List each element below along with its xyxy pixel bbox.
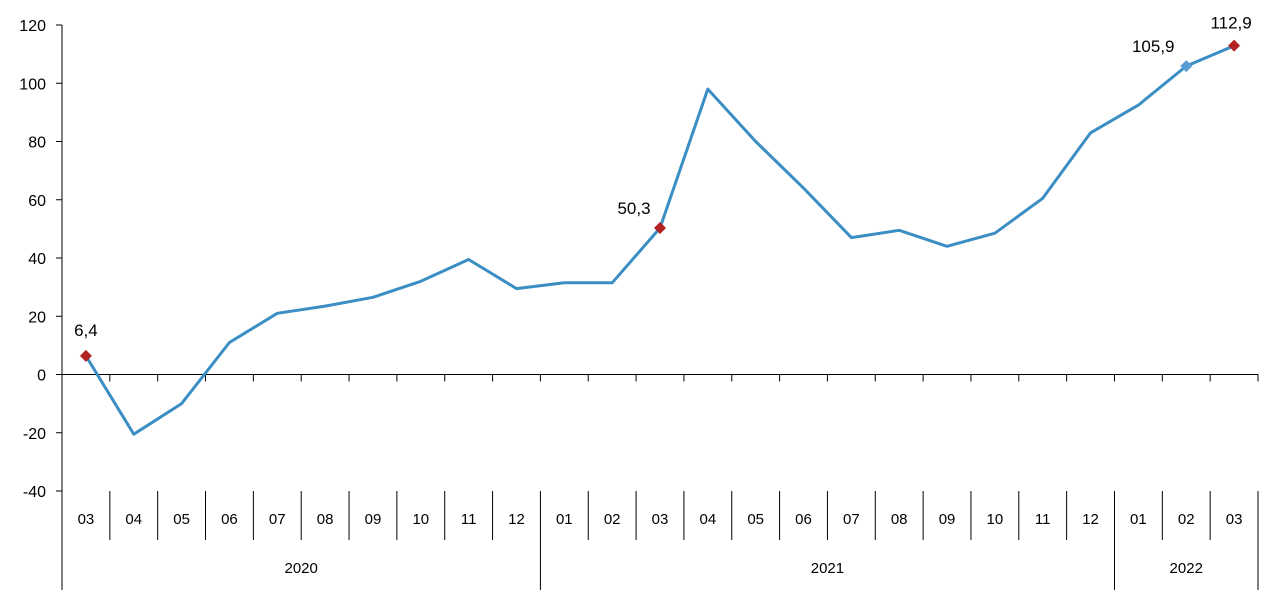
series-line bbox=[84, 44, 1235, 436]
x-category-label: 10 bbox=[412, 511, 429, 528]
y-tick-label: 20 bbox=[28, 309, 46, 326]
year-label: 2020 bbox=[285, 560, 318, 577]
data-label: 105,9 bbox=[1132, 37, 1175, 56]
x-category-label: 10 bbox=[987, 511, 1004, 528]
x-category-label: 08 bbox=[317, 511, 334, 528]
y-tick-label: 0 bbox=[37, 368, 46, 385]
x-category-label: 05 bbox=[747, 511, 764, 528]
x-category-label: 08 bbox=[891, 511, 908, 528]
y-tick-label: 120 bbox=[19, 18, 46, 35]
y-tick-label: -40 bbox=[23, 484, 46, 501]
data-label: 6,4 bbox=[74, 321, 98, 340]
x-category-label: 09 bbox=[939, 511, 956, 528]
x-category-label: 04 bbox=[699, 511, 716, 528]
x-category-label: 09 bbox=[365, 511, 382, 528]
data-label: 50,3 bbox=[617, 199, 650, 218]
y-tick-label: 80 bbox=[28, 135, 46, 152]
x-category-label: 12 bbox=[508, 511, 525, 528]
x-category-label: 06 bbox=[221, 511, 238, 528]
x-category-label: 11 bbox=[1035, 511, 1051, 528]
x-category-label: 05 bbox=[173, 511, 190, 528]
x-category-label: 02 bbox=[1178, 511, 1195, 528]
x-category-label: 11 bbox=[461, 511, 477, 528]
y-tick-label: -20 bbox=[23, 426, 46, 443]
data-marker bbox=[654, 222, 666, 235]
data-label: 112,9 bbox=[1210, 14, 1251, 33]
data-marker bbox=[79, 349, 92, 362]
marker-layer: 6,4 50,3 105,9 112,9 bbox=[74, 14, 1252, 362]
x-category-label: 04 bbox=[125, 511, 142, 528]
x-category-label: 12 bbox=[1082, 511, 1099, 528]
y-tick-label: 40 bbox=[28, 251, 46, 268]
x-category-label: 01 bbox=[556, 511, 573, 528]
x-category-label: 02 bbox=[604, 511, 621, 528]
data-marker bbox=[1228, 39, 1241, 52]
x-category-label: 01 bbox=[1130, 511, 1147, 528]
x-axis: 03 04 05 06 07 08 09 10 11 12 01 02 03 04 05 06 07 08 09 10… bbox=[61, 374, 1259, 590]
x-category-label: 03 bbox=[78, 511, 95, 528]
year-label: 2022 bbox=[1170, 560, 1203, 577]
x-category-label: 03 bbox=[1226, 511, 1243, 528]
y-axis: -40 -20 0 20 40 60 80 100 120 bbox=[19, 18, 63, 501]
series-layer bbox=[84, 44, 1235, 436]
x-category-label: 06 bbox=[795, 511, 812, 528]
year-label: 2021 bbox=[811, 560, 844, 577]
x-category-label: 03 bbox=[652, 511, 669, 528]
y-tick-label: 100 bbox=[19, 76, 46, 93]
data-marker bbox=[1180, 60, 1193, 73]
y-tick-label: 60 bbox=[28, 193, 46, 210]
x-category-label: 07 bbox=[843, 511, 860, 528]
x-category-label: 07 bbox=[269, 511, 286, 528]
